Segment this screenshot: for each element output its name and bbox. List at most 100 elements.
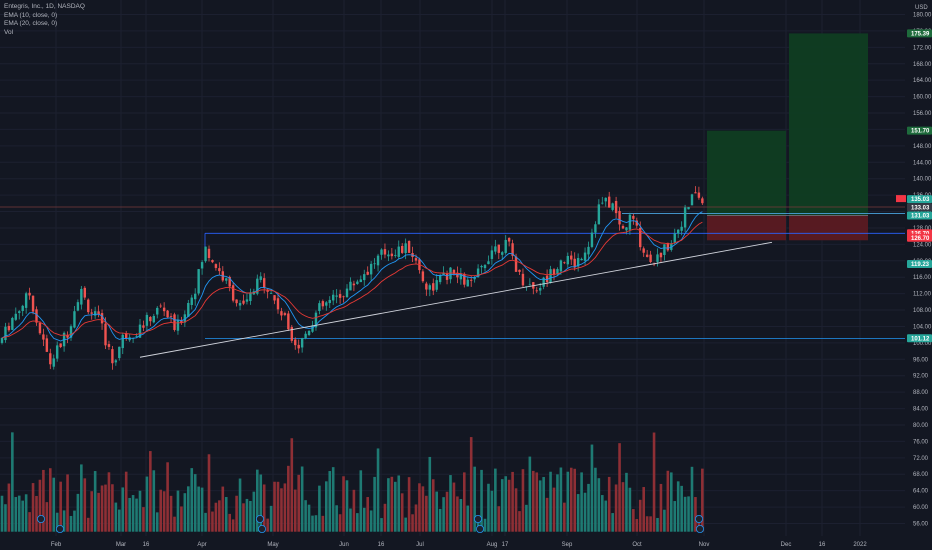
candle-body: [659, 252, 663, 258]
candle-body: [242, 300, 245, 304]
y-tick-label: 160.00: [913, 95, 932, 101]
volume-bar: [262, 484, 266, 532]
candle-body: [494, 246, 497, 252]
volume-bar: [73, 510, 76, 532]
candle-body: [335, 295, 338, 297]
candle-body: [397, 246, 400, 257]
price-tag-label: 133.03: [911, 205, 930, 211]
candle-body: [473, 277, 476, 280]
volume-bar: [152, 470, 156, 532]
candle-body: [432, 283, 435, 291]
candle-body: [514, 256, 518, 272]
legend-ema-10[interactable]: EMA (10, close, 0): [4, 11, 58, 19]
volume-bar: [124, 471, 128, 532]
candle-body: [59, 343, 62, 348]
volume-bar: [670, 472, 673, 532]
y-tick-label: 88.00: [913, 390, 929, 396]
price-tag-label: 131.03: [911, 214, 930, 220]
candle-body: [142, 325, 145, 328]
candle-body: [476, 268, 480, 278]
trendline[interactable]: [139, 241, 773, 358]
volume-bar: [614, 484, 618, 532]
volume-bar: [4, 504, 7, 532]
legend-symbol[interactable]: Entegris, Inc., 1D, NASDAQ: [4, 3, 85, 10]
candle-body: [435, 280, 438, 290]
price-tag: [907, 203, 932, 212]
volume-bar: [100, 485, 104, 532]
volume-bar: [228, 513, 231, 532]
volume-bar: [445, 491, 449, 532]
candle-body: [645, 254, 649, 257]
candle-body: [338, 294, 342, 298]
candle-body: [97, 311, 100, 315]
candle-body: [535, 290, 538, 292]
volume-bar: [480, 469, 483, 532]
volume-bar: [645, 516, 649, 532]
candle-body: [273, 295, 276, 301]
volume-bar: [421, 486, 425, 532]
volume-bar: [62, 510, 66, 532]
volume-bar: [300, 466, 304, 532]
x-tick-label: Dec: [781, 542, 792, 548]
volume-bar: [24, 494, 28, 532]
volume-bar: [283, 483, 287, 532]
candle-body: [4, 326, 7, 341]
legend-ema-20[interactable]: EMA (20, close, 0): [4, 20, 58, 28]
volume-bar: [111, 484, 114, 532]
volume-bar: [597, 478, 601, 532]
volume-bar: [642, 487, 645, 532]
price-axis[interactable]: [905, 0, 932, 550]
x-tick-label: Aug: [487, 542, 498, 548]
y-tick-label: 68.00: [913, 472, 929, 478]
candle-body: [114, 360, 118, 363]
candle-body: [690, 194, 694, 206]
x-axis-labels: Feb Mar 16 Apr May Jun 16 Jul Aug 17 Sep Oct Nov Dec 1…: [51, 542, 868, 548]
volume-bar: [145, 476, 149, 532]
candle-body: [345, 288, 349, 298]
candle-body: [342, 296, 345, 298]
x-tick-label: Apr: [197, 542, 206, 548]
candle-body: [390, 253, 394, 257]
candle-body: [18, 311, 21, 313]
candle-body: [373, 263, 376, 265]
volume-bar: [176, 490, 180, 532]
volume-bar: [93, 471, 97, 532]
volume-bar: [249, 500, 252, 532]
price-tag: [907, 334, 932, 343]
candle-body: [290, 327, 293, 341]
currency-label: USD: [915, 5, 928, 11]
volume-bar: [335, 505, 338, 532]
candle-body: [701, 198, 704, 204]
candle-body: [149, 316, 152, 322]
volume-bar: [14, 497, 18, 532]
volume-bar: [345, 480, 349, 532]
candle-body: [304, 333, 307, 339]
volume-bar: [204, 512, 207, 532]
y-tick-label: 72.00: [913, 456, 929, 462]
volume-bars: [0, 432, 704, 532]
volume-bar: [683, 496, 687, 532]
volume-bar: [535, 472, 539, 532]
volume-bar: [256, 469, 259, 532]
volume-bar: [359, 470, 363, 532]
candle-body: [200, 262, 204, 269]
candle-body: [297, 344, 300, 349]
volume-bar: [649, 516, 652, 532]
candle-body: [483, 265, 487, 269]
candle-body: [128, 337, 131, 341]
volume-bar: [407, 477, 411, 532]
event-marker: [56, 525, 65, 534]
candle-body: [625, 227, 628, 231]
volume-bar: [83, 478, 87, 532]
candle-body: [321, 301, 325, 307]
candle-body: [187, 302, 190, 317]
candle-body: [135, 335, 138, 337]
volume-bar: [318, 485, 321, 532]
candle-body: [352, 283, 356, 286]
volume-bar: [394, 481, 397, 532]
event-marker: [473, 515, 482, 524]
volume-bar: [356, 513, 359, 532]
legend-volume[interactable]: Vol: [4, 28, 14, 36]
candle-body: [235, 299, 238, 304]
